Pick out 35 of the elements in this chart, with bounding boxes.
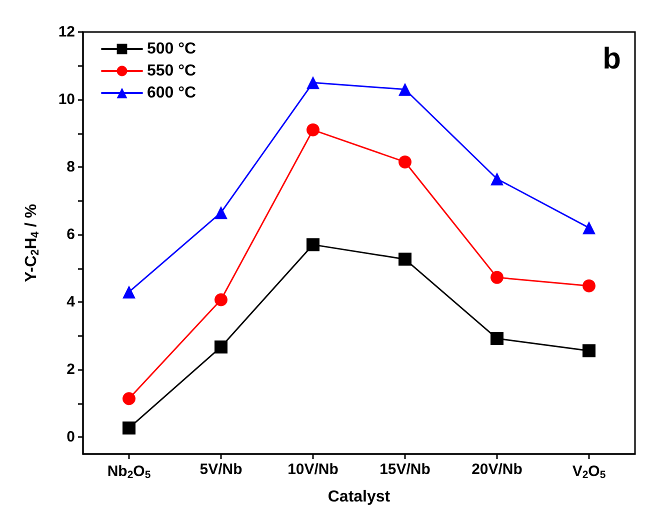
point bbox=[122, 392, 136, 406]
point bbox=[490, 332, 504, 346]
y-tick-label: 12 bbox=[58, 24, 75, 40]
x-tick-label: 20V/Nb bbox=[472, 461, 522, 478]
legend-label: 500 °C bbox=[147, 40, 197, 58]
y-tick-label: 4 bbox=[66, 294, 76, 311]
point bbox=[582, 221, 596, 234]
point bbox=[214, 293, 228, 306]
y-tick-label: 0 bbox=[66, 428, 75, 446]
point bbox=[490, 270, 504, 284]
point bbox=[582, 344, 596, 358]
x-tick-label: 5V/Nb bbox=[200, 461, 242, 478]
y-axis-title: Y-C2H4 / % bbox=[23, 204, 42, 282]
x-axis-title: Catalyst bbox=[328, 488, 391, 506]
point bbox=[306, 123, 320, 136]
point bbox=[398, 82, 412, 96]
y-tick-label: 2 bbox=[66, 361, 75, 378]
x-tick-label: 15V/Nb bbox=[380, 461, 430, 478]
legend-label: 550 °C bbox=[147, 62, 197, 80]
point bbox=[306, 76, 320, 90]
point bbox=[398, 155, 412, 168]
point bbox=[214, 340, 228, 354]
point bbox=[306, 238, 320, 252]
legend-label: 600 °C bbox=[147, 84, 197, 102]
point bbox=[122, 422, 136, 435]
point bbox=[214, 206, 228, 220]
y-tick-label: 8 bbox=[66, 158, 75, 176]
point bbox=[398, 252, 412, 266]
point bbox=[122, 285, 136, 298]
point bbox=[582, 279, 596, 292]
x-tick-label: 10V/Nb bbox=[288, 461, 338, 478]
y-tick-label: 10 bbox=[58, 91, 75, 108]
point bbox=[490, 172, 504, 186]
annotation: b bbox=[602, 42, 622, 76]
y-tick-label: 6 bbox=[66, 226, 75, 244]
